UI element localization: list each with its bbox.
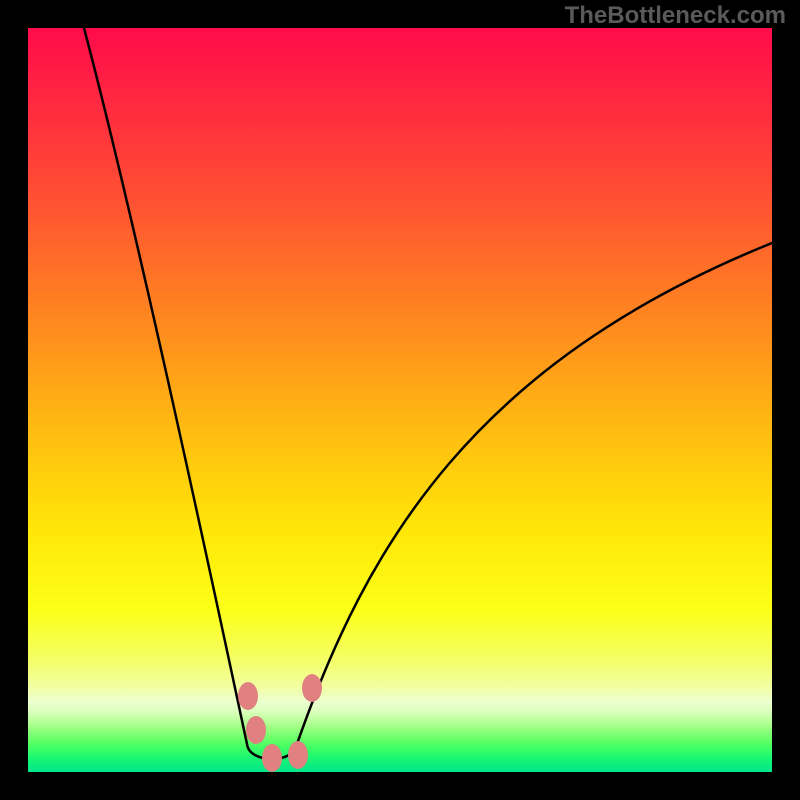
valley-marker bbox=[302, 674, 322, 702]
plot-area bbox=[28, 28, 772, 772]
valley-marker bbox=[246, 716, 266, 744]
valley-marker bbox=[288, 741, 308, 769]
gradient-background bbox=[28, 28, 772, 772]
valley-marker bbox=[238, 682, 258, 710]
plot-svg bbox=[28, 28, 772, 772]
valley-marker bbox=[262, 744, 282, 772]
chart-frame: TheBottleneck.com bbox=[0, 0, 800, 800]
watermark-text: TheBottleneck.com bbox=[565, 2, 786, 30]
